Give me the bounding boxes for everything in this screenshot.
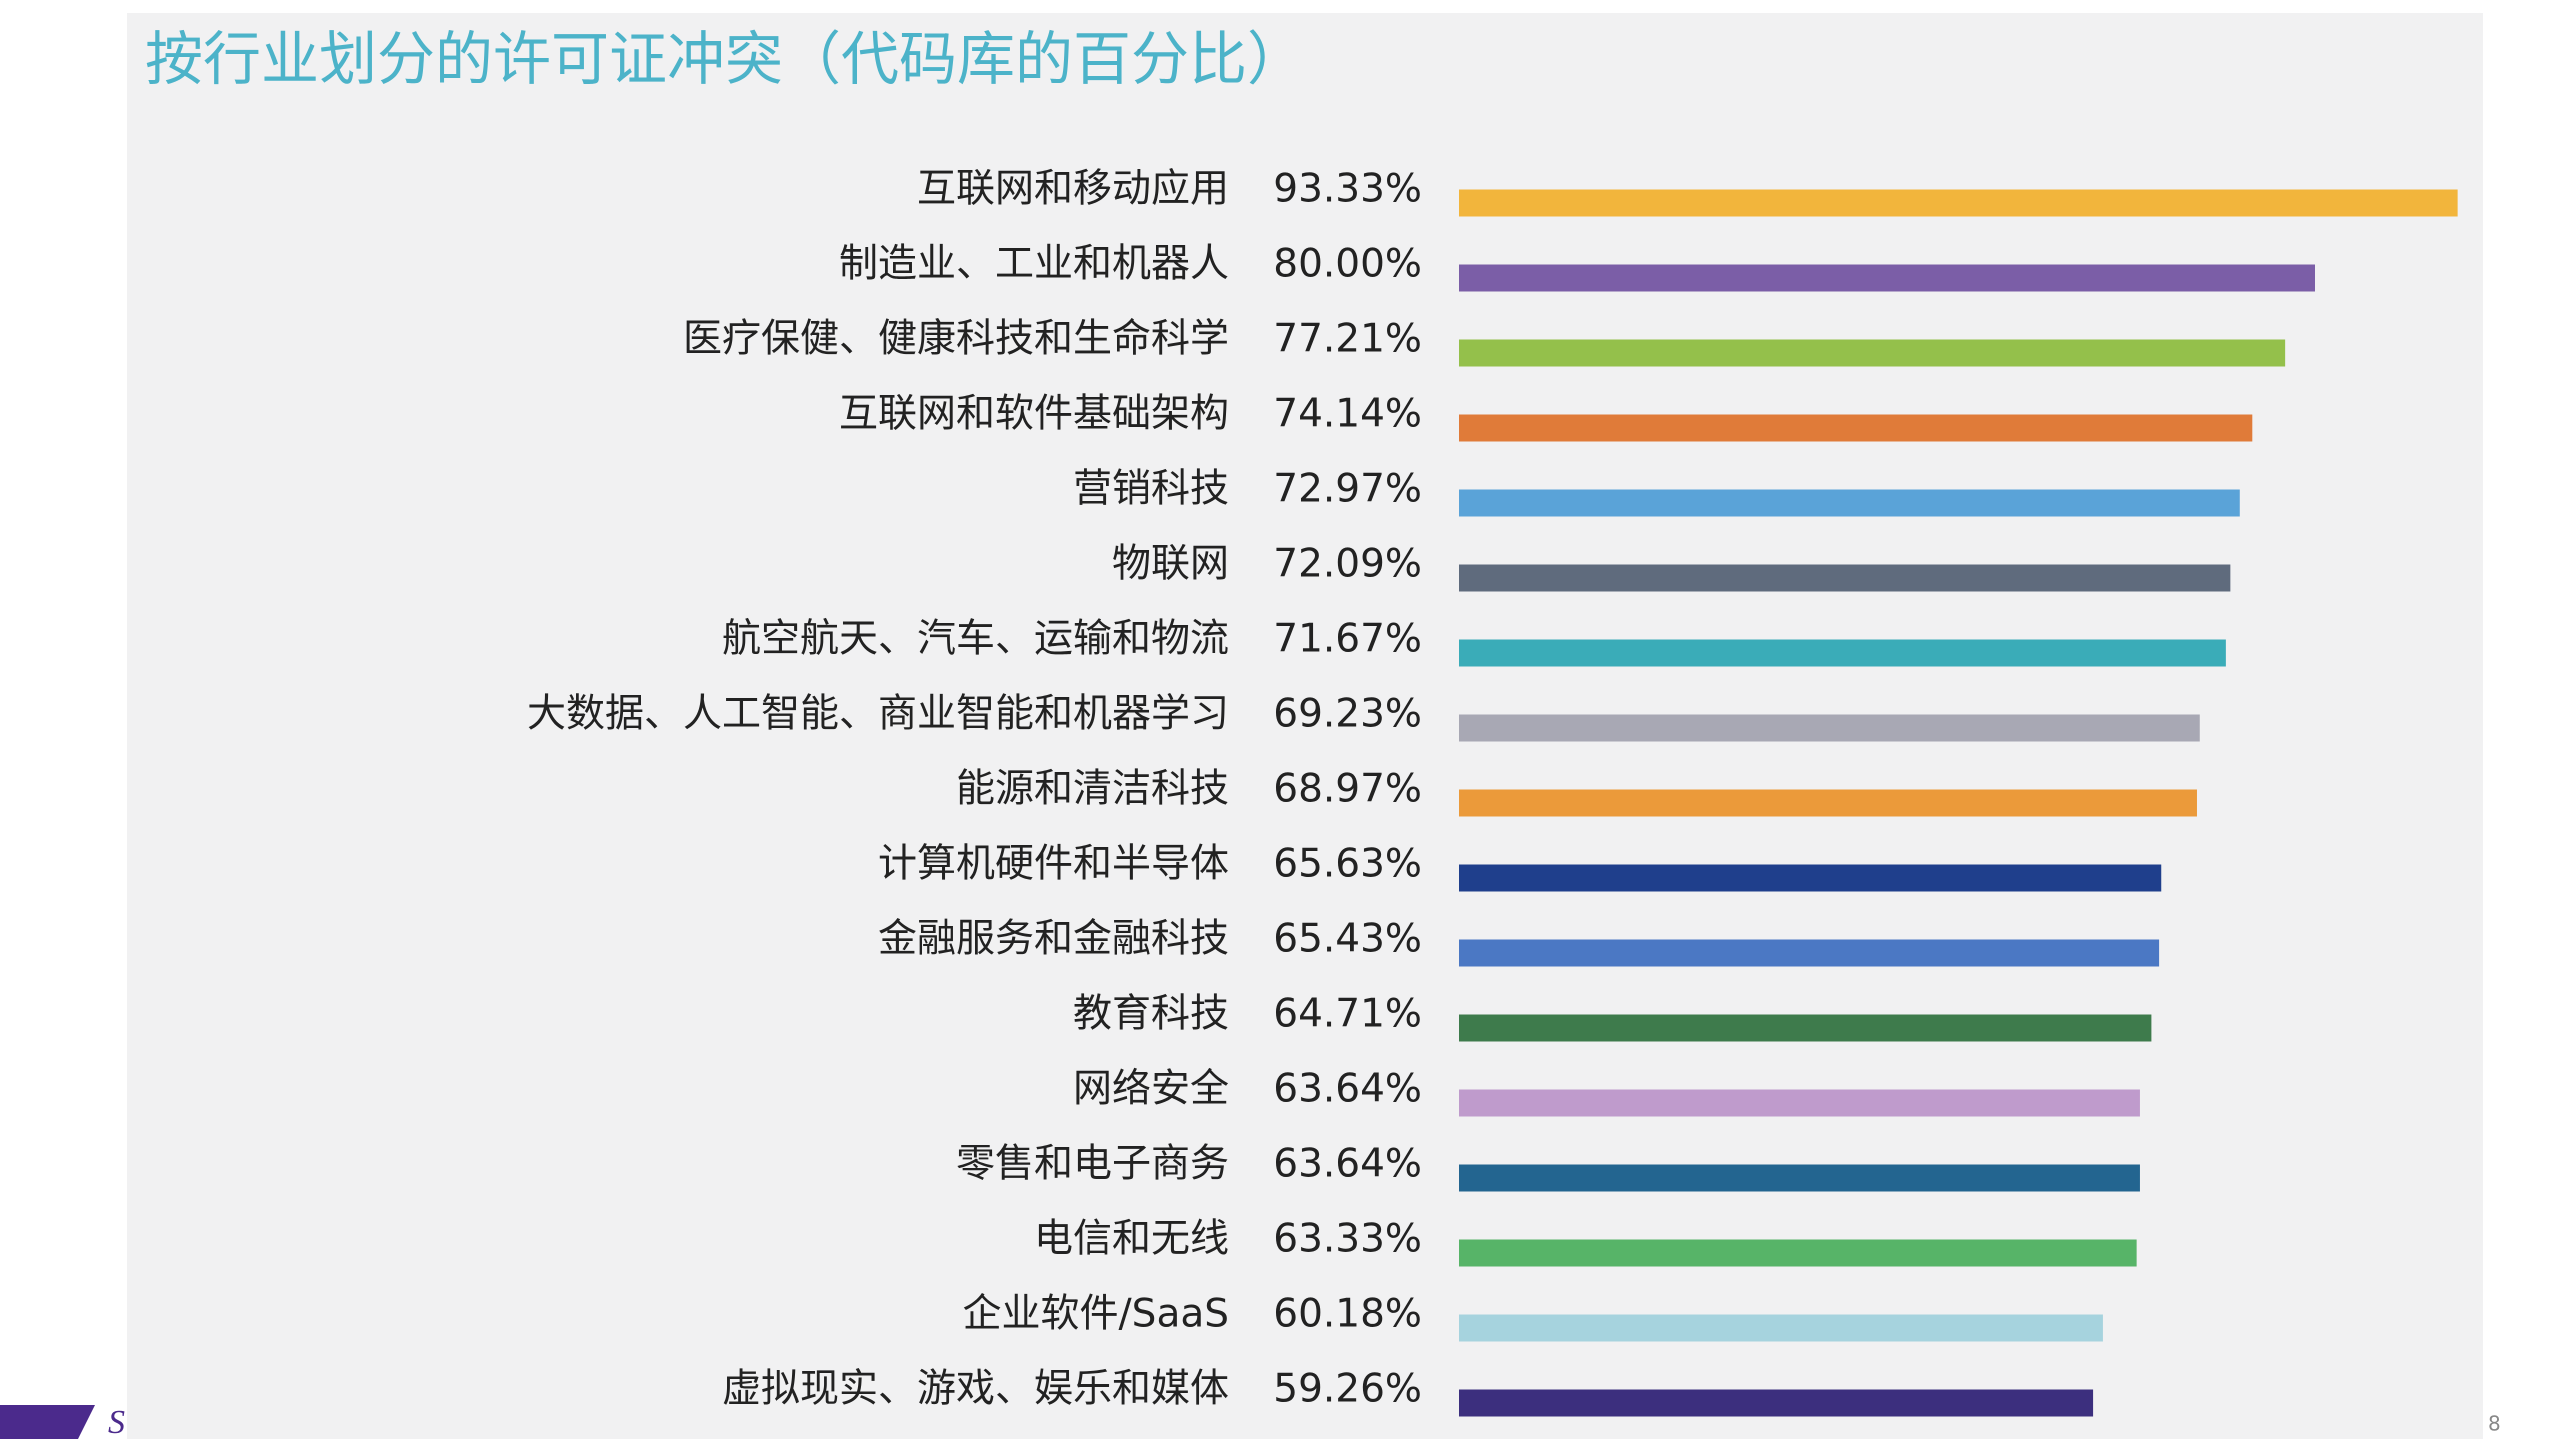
value-label: 80.00% [1273, 242, 1422, 287]
value-label: 60.18% [1273, 1292, 1422, 1337]
bar [1459, 414, 2253, 442]
category-label: 计算机硬件和半导体 [878, 842, 1229, 887]
category-label: 制造业、工业和机器人 [839, 242, 1229, 287]
value-label: 68.97% [1273, 767, 1422, 812]
bar [1459, 189, 2458, 217]
bar [1459, 1389, 2094, 1417]
category-label: 企业软件/SaaS [963, 1292, 1229, 1337]
category-label: 网络安全 [1073, 1067, 1229, 1112]
bar [1459, 264, 2315, 292]
category-label: 互联网和软件基础架构 [839, 392, 1229, 437]
value-label: 71.67% [1273, 617, 1422, 662]
value-label: 64.71% [1273, 992, 1422, 1037]
chart-title: 按行业划分的许可证冲突（代码库的百分比） [145, 25, 1305, 93]
category-label: 零售和电子商务 [956, 1142, 1229, 1187]
category-label: 虚拟现实、游戏、娱乐和媒体 [722, 1367, 1229, 1412]
category-label: 物联网 [1112, 542, 1229, 587]
value-label: 65.43% [1273, 917, 1422, 962]
footer-logo: S [108, 1404, 125, 1439]
category-label: 能源和清洁科技 [956, 767, 1229, 812]
category-label: 教育科技 [1073, 992, 1229, 1037]
bar [1459, 489, 2240, 517]
bar [1459, 339, 2286, 367]
bar [1459, 1314, 2103, 1342]
bar [1459, 564, 2231, 592]
bar [1459, 789, 2197, 817]
value-label: 63.64% [1273, 1067, 1422, 1112]
bar [1459, 639, 2226, 667]
category-label: 电信和无线 [1034, 1217, 1229, 1262]
bar [1459, 1239, 2137, 1267]
page-number: 8 [2488, 1412, 2501, 1436]
category-label: 营销科技 [1073, 467, 1229, 512]
value-label: 69.23% [1273, 692, 1422, 737]
value-label: 59.26% [1273, 1367, 1422, 1412]
bar [1459, 1164, 2140, 1192]
bar [1459, 714, 2200, 742]
value-label: 65.63% [1273, 842, 1422, 887]
bar [1459, 1089, 2140, 1117]
value-label: 63.33% [1273, 1217, 1422, 1262]
value-label: 93.33% [1273, 167, 1422, 212]
category-label: 大数据、人工智能、商业智能和机器学习 [527, 692, 1229, 737]
value-label: 72.09% [1273, 542, 1422, 587]
category-label: 金融服务和金融科技 [878, 917, 1229, 962]
footer-shape [0, 1405, 95, 1439]
bar [1459, 1014, 2152, 1042]
bar [1459, 864, 2162, 892]
bar [1459, 939, 2160, 967]
category-label: 医疗保健、健康科技和生命科学 [683, 317, 1229, 362]
category-label: 互联网和移动应用 [917, 167, 1229, 212]
category-label: 航空航天、汽车、运输和物流 [722, 617, 1229, 662]
value-label: 72.97% [1273, 467, 1422, 512]
value-label: 74.14% [1273, 392, 1422, 437]
value-label: 63.64% [1273, 1142, 1422, 1187]
value-label: 77.21% [1273, 317, 1422, 362]
